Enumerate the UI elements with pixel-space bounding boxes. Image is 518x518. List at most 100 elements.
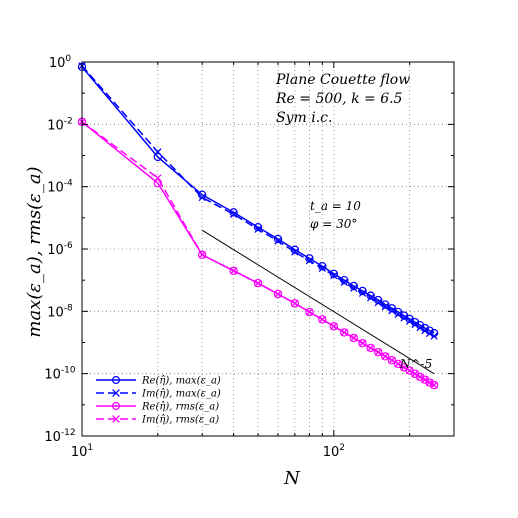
data-point	[373, 347, 383, 357]
legend: Re(η̂), max(ε_a) Im(η̂), max(ε_a) Re(η̂), …	[96, 376, 221, 426]
data-point	[416, 323, 424, 332]
data-point	[421, 376, 429, 384]
ticks: 101 102 100 10-2 10-4 10-6 10-8 10-10 10-12	[44, 54, 455, 460]
data-point	[112, 415, 120, 423]
annotation-block: Plane Couette flow Re = 500, k = 6.5 Sym…	[275, 72, 432, 371]
annotation-ic: Sym i.c.	[276, 110, 332, 126]
data-point	[411, 320, 419, 329]
data-point	[340, 328, 349, 337]
data-point	[366, 294, 375, 302]
legend-label: Re(η̂), max(ε_a)	[141, 376, 221, 387]
data-point	[387, 304, 397, 313]
data-point	[400, 314, 408, 322]
legend-entry: Im(η̂), max(ε_a)	[96, 389, 221, 400]
data-point	[425, 378, 434, 387]
data-point	[429, 380, 439, 390]
legend-entry: Im(η̂), rms(ε_a)	[96, 415, 219, 426]
data-point	[318, 315, 327, 324]
data-point	[253, 223, 263, 232]
data-point	[274, 237, 282, 245]
reference-slope-line	[201, 229, 435, 375]
y-tick-label: 10-10	[44, 366, 76, 383]
data-point	[366, 344, 375, 352]
x-axis-label: N	[283, 468, 301, 489]
legend-entry: Re(η̂), max(ε_a)	[96, 376, 221, 387]
data-point	[229, 210, 238, 218]
data-point	[366, 343, 375, 353]
y-axis-label: max(ε_a), rms(ε_a)	[24, 166, 45, 337]
data-point	[111, 376, 120, 385]
annotation-phi: φ = 30°	[310, 217, 357, 231]
data-point	[305, 254, 314, 263]
legend-label: Re(η̂), rms(ε_a)	[141, 402, 219, 413]
data-point	[366, 291, 375, 300]
data-point	[425, 378, 434, 387]
data-point	[254, 225, 262, 233]
data-point	[358, 339, 367, 347]
data-point	[381, 303, 389, 311]
data-point	[430, 381, 438, 389]
data-point	[387, 356, 397, 365]
x-tick-label: 101	[71, 443, 93, 460]
data-point	[430, 332, 438, 340]
data-point	[374, 348, 382, 356]
y-tick-label: 100	[49, 54, 72, 71]
data-point	[198, 251, 206, 259]
data-point	[349, 333, 358, 343]
series-line	[81, 66, 435, 334]
data-point	[340, 328, 348, 337]
data-point	[154, 148, 162, 156]
data-point	[318, 264, 326, 272]
data-point	[381, 352, 389, 360]
data-point	[374, 298, 382, 307]
annotation-time: t_a = 10	[310, 199, 361, 213]
annotation-flow: Plane Couette flow	[275, 72, 410, 88]
data-point	[358, 338, 367, 348]
data-point	[405, 317, 414, 325]
data-point	[394, 310, 402, 319]
y-tick-label: 10-6	[47, 241, 73, 258]
data-point	[305, 257, 314, 265]
data-point	[340, 278, 348, 287]
data-point	[305, 307, 314, 317]
data-point	[229, 266, 238, 275]
data-point	[198, 193, 206, 202]
data-point	[154, 174, 162, 182]
data-point	[305, 308, 314, 316]
y-tick-label: 10-8	[47, 303, 73, 320]
data-point	[388, 307, 396, 315]
data-point	[350, 284, 358, 292]
data-point	[112, 389, 120, 397]
data-point	[381, 352, 390, 361]
data-point	[358, 289, 367, 297]
legend-entry: Re(η̂), rms(ε_a)	[96, 402, 219, 413]
data-point	[274, 290, 282, 298]
legend-label: Im(η̂), max(ε_a)	[141, 389, 221, 400]
data-point	[197, 250, 207, 260]
data-point	[273, 289, 283, 299]
data-point	[291, 299, 299, 308]
data-point	[405, 366, 414, 375]
data-point	[253, 278, 263, 288]
x-tick-label: 102	[323, 443, 345, 460]
annotation-slope: N^-5	[399, 357, 432, 371]
annotation-params: Re = 500, k = 6.5	[275, 91, 403, 107]
data-point	[330, 322, 338, 330]
y-tick-label: 10-4	[47, 179, 73, 196]
data-point	[394, 360, 402, 368]
legend-label: Im(η̂), rms(ε_a)	[141, 415, 219, 426]
data-point	[111, 402, 120, 411]
data-point	[350, 334, 358, 342]
data-point	[420, 375, 430, 384]
data-point	[329, 322, 339, 331]
data-point	[273, 234, 283, 244]
data-point	[318, 315, 326, 324]
data-point	[400, 363, 408, 371]
reference-line	[201, 229, 435, 375]
data-point	[153, 152, 163, 162]
data-point	[330, 271, 338, 280]
y-tick-label: 10-2	[47, 116, 73, 133]
data-point	[388, 356, 396, 364]
data-point	[416, 373, 424, 381]
